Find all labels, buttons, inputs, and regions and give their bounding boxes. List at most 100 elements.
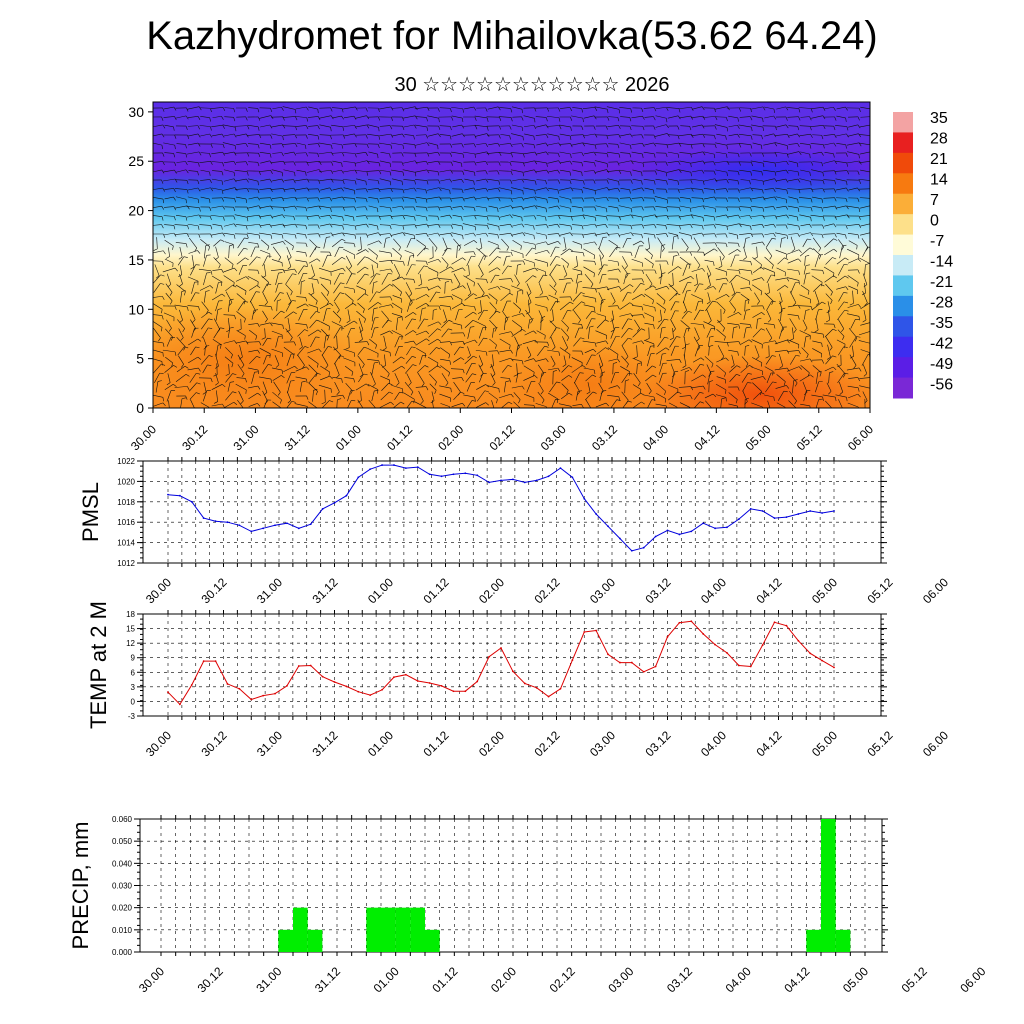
wind-barb-flag [749,215,752,219]
wind-barb [176,214,186,218]
wind-barb-flag [823,125,826,130]
wind-barb [549,327,557,339]
wind-barb-flag [582,252,585,257]
wind-barb-flag [509,292,514,296]
wind-barb [263,399,268,408]
wind-barb [464,232,474,236]
wind-barb [523,160,535,164]
wind-barb [215,353,219,367]
wind-barb-flag [590,283,594,288]
wind-barb [743,238,747,248]
wind-barb-flag [641,216,644,221]
wind-barb-flag [581,108,584,113]
wind-barb [356,273,366,285]
wind-barb [402,106,416,110]
series-point [440,475,443,478]
wind-barb [631,125,643,127]
wind-barb-flag [736,291,741,294]
wind-barb [272,106,282,110]
wind-barb [859,257,870,264]
wind-barb [707,272,711,286]
wind-barb-flag [709,380,714,383]
panel-ylabel: PRECIP, mm [68,822,93,950]
wind-barb [535,403,547,407]
wind-barb-flag [160,283,165,285]
wind-barb-flag [747,382,752,384]
wind-barb [419,274,423,284]
wind-barb [166,337,172,347]
wind-barb-flag [712,393,717,397]
wind-barb [332,310,342,320]
wind-barb-flag [197,187,201,192]
wind-barb [439,393,451,399]
wind-barb [523,151,535,155]
wind-barb-flag [234,267,238,272]
cs-xtick-label: 05.12 [794,422,825,453]
wind-barb-flag [325,365,329,369]
xtick-label: 01.00 [365,728,396,759]
wind-barb [703,151,715,155]
wind-barb-flag [702,134,706,138]
wind-barb [464,251,474,253]
wind-barb [850,319,856,329]
wind-barb [270,223,284,227]
wind-barb [323,237,327,249]
series-point [619,661,621,664]
series-point [761,510,764,512]
wind-barb [571,142,583,146]
wind-barb [571,115,583,119]
wind-barb-flag [833,275,837,279]
wind-barb [404,278,414,280]
wind-barb-flag [628,318,633,320]
wind-barb-flag [209,206,212,211]
wind-barb-flag [570,187,574,192]
wind-barb [608,259,618,263]
wind-barb [466,256,472,266]
wind-barb [162,349,176,353]
wind-barb [307,215,319,217]
wind-barb [848,377,858,379]
wind-barb [828,372,830,384]
wind-barb-flag [519,408,520,412]
wind-barb [478,364,484,374]
wind-barb [585,399,592,408]
wind-barb [582,287,596,289]
wind-barb [660,245,662,259]
wind-barb [392,295,402,299]
wind-barb-flag [582,234,585,238]
wind-barb-flag [738,206,741,211]
wind-barb-flag [594,107,598,111]
wind-barb-flag [652,263,654,268]
wind-barb-flag [672,328,676,333]
wind-barb [671,236,675,250]
wind-barb [343,115,355,119]
wind-barb [633,283,641,293]
wind-barb [234,214,248,218]
wind-barb [380,284,390,292]
wind-barb-flag [687,310,692,313]
wind-barb [440,214,450,218]
wind-barb-flag [549,320,554,323]
wind-barb-flag [364,318,366,323]
wind-barb-flag [606,169,610,174]
wind-barb [487,223,499,227]
wind-barb [693,309,701,321]
wind-barb [642,161,656,163]
wind-barb [475,205,487,209]
wind-barb-flag [505,380,510,383]
wind-barb [799,358,811,362]
wind-barb-flag [208,311,213,315]
wind-barb [727,341,739,343]
wind-barb-flag [557,224,560,228]
wind-barb-flag [317,143,321,148]
wind-barb-flag [497,142,501,147]
wind-barb-flag [859,180,861,185]
wind-barb [164,224,174,226]
wind-barb [799,142,811,146]
wind-barb-flag [678,215,681,220]
wind-barb [356,197,366,199]
wind-barb [846,142,860,146]
wind-barb [715,142,727,146]
wind-barb [332,160,342,164]
wind-barb-flag [797,126,800,131]
